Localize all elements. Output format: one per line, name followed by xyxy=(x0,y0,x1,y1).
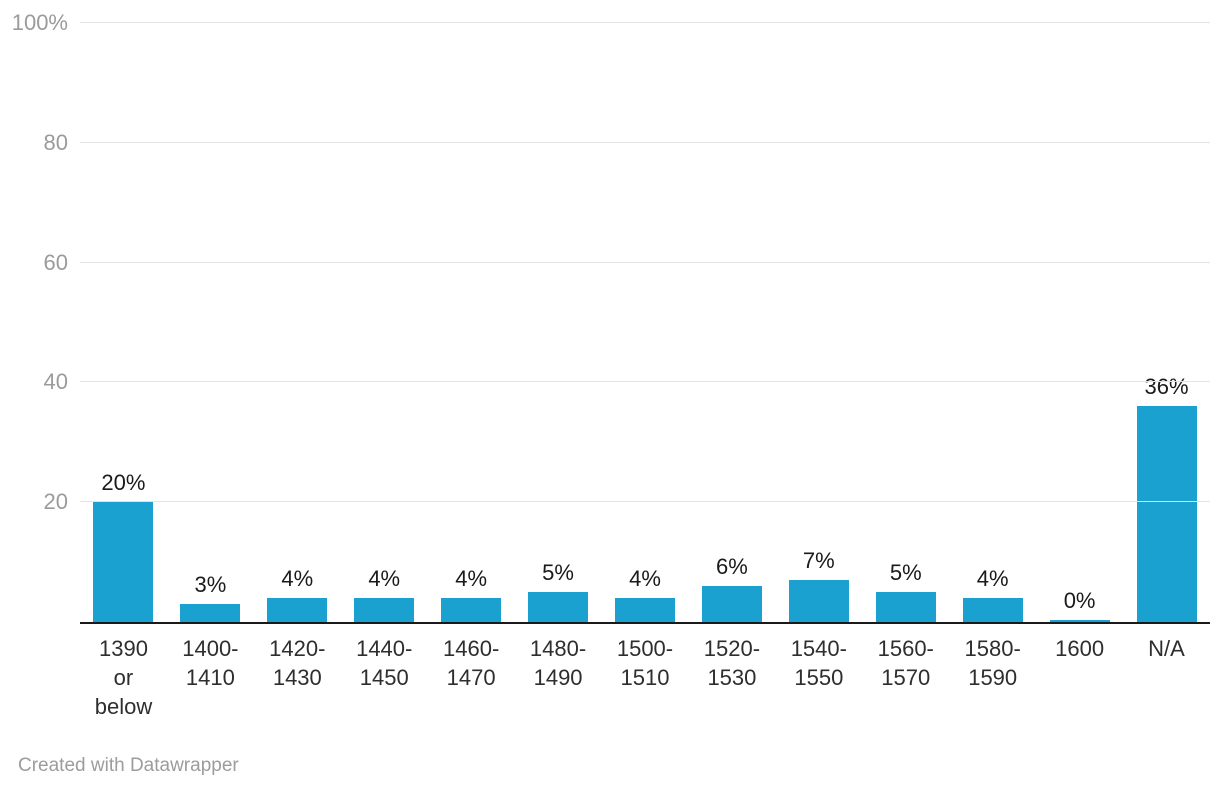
x-axis-category-label: 1560- 1570 xyxy=(877,636,934,690)
bar-column: 36% xyxy=(1123,23,1210,622)
bar-column: 4% xyxy=(949,23,1036,622)
bar xyxy=(1136,406,1197,622)
bar-value-label: 5% xyxy=(542,560,574,586)
bar-column: 20% xyxy=(80,23,167,622)
x-axis-category-label: 1600 xyxy=(1055,636,1105,661)
bar-column: 3% xyxy=(167,23,254,622)
bar xyxy=(180,604,241,622)
bar xyxy=(528,592,589,622)
x-axis-category-label: 1420- 1430 xyxy=(269,636,326,690)
bar-column: 5% xyxy=(515,23,602,622)
bar-value-label: 3% xyxy=(194,572,227,598)
gridline xyxy=(80,501,1210,503)
bar-value-label: 20% xyxy=(101,470,146,496)
y-axis-tick-label: 40 xyxy=(43,369,68,395)
bar-column: 5% xyxy=(862,23,949,622)
gridline xyxy=(80,381,1210,383)
plot-area: 20% 3% 4% 4% 4% 5% 4% 6% 7% 5% 4% 0% 36% xyxy=(80,22,1210,624)
x-axis-category-label: 1460- 1470 xyxy=(443,636,500,690)
x-axis-category-label: N/A xyxy=(1148,636,1185,661)
bar-value-label: 4% xyxy=(368,566,401,592)
bar-column: 4% xyxy=(602,23,689,622)
bar-value-label: 0% xyxy=(1063,588,1096,613)
bar-value-label: 36% xyxy=(1144,374,1189,400)
bar xyxy=(875,592,936,622)
bar-value-label: 4% xyxy=(976,566,1009,592)
x-axis-category-label: 1390 or below xyxy=(94,636,153,719)
gridline xyxy=(80,22,1210,23)
x-axis-category-label: 1520- 1530 xyxy=(703,636,761,690)
bar-column: 4% xyxy=(341,23,428,622)
bar xyxy=(614,598,675,622)
bar-value-label: 7% xyxy=(802,548,835,574)
bar-value-label: 4% xyxy=(455,566,488,592)
bar-column: 4% xyxy=(428,23,515,622)
y-axis-tick-label: 100% xyxy=(11,10,68,35)
y-axis-tick-label: 20 xyxy=(43,489,68,515)
gridline xyxy=(80,261,1210,263)
bar xyxy=(441,598,502,622)
y-axis-tick-label: 60 xyxy=(43,249,68,275)
bar-column: 4% xyxy=(254,23,341,622)
bar xyxy=(354,598,415,622)
gridline xyxy=(80,141,1210,143)
bar xyxy=(701,586,762,622)
y-axis-tick-label: 80 xyxy=(43,129,68,155)
x-axis-category-label: 1500- 1510 xyxy=(616,636,674,690)
x-axis-category-label: 1580- 1590 xyxy=(964,636,1021,690)
bar-value-label: 4% xyxy=(629,566,661,592)
bar xyxy=(1049,620,1110,622)
bar-value-label: 5% xyxy=(889,560,922,586)
bar-column: 0% xyxy=(1036,23,1123,622)
x-axis-category-label: 1480- 1490 xyxy=(529,636,587,690)
datawrapper-credit: Created with Datawrapper xyxy=(18,755,239,776)
bar-value-label: 4% xyxy=(281,566,314,592)
x-axis-category-label: 1540- 1550 xyxy=(790,636,847,690)
x-axis-category-label: 1440- 1450 xyxy=(356,636,413,690)
bar-column: 6% xyxy=(688,23,775,622)
x-axis-line xyxy=(80,622,1210,624)
bar xyxy=(93,502,154,622)
bar-value-label: 6% xyxy=(716,554,748,580)
bar xyxy=(788,580,849,622)
bar-column: 7% xyxy=(775,23,862,622)
bar xyxy=(962,598,1023,622)
bar xyxy=(267,598,328,622)
bar-columns: 20% 3% 4% 4% 4% 5% 4% 6% 7% 5% 4% 0% 36% xyxy=(80,23,1210,622)
x-axis-labels: 1390 or below 1400- 1410 1420- 1430 1440- 1… xyxy=(80,634,1210,721)
x-axis-category-label: 1400- 1410 xyxy=(182,636,239,690)
